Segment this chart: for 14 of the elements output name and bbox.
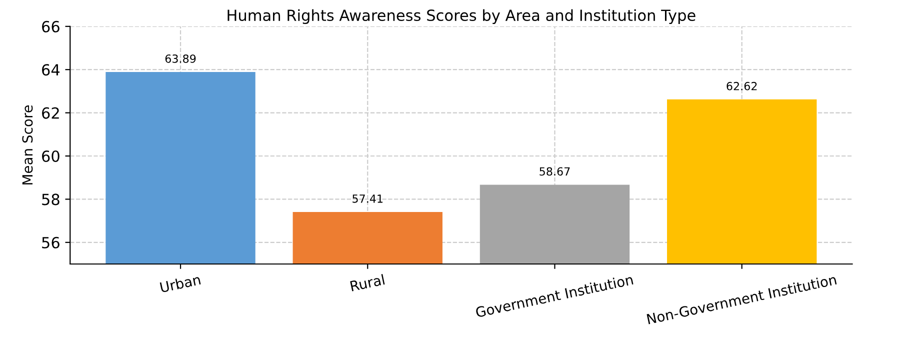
y-tick-label: 62 [42,107,59,119]
y-tick-label: 64 [42,64,60,76]
data-label: 58.67 [540,167,570,176]
y-axis-title: Mean Score [22,105,33,184]
y-tick-label: 56 [42,236,60,248]
y-tick-label: 58 [42,194,60,206]
y-tick-label: 60 [42,150,60,162]
chart-title: Human Rights Awareness Scores by Area and Institution Type [228,9,696,24]
data-label: 63.89 [165,54,196,63]
x-tick-label: Rural [350,274,385,292]
data-label: 57.41 [352,194,383,203]
x-tick-label: Urban [160,274,201,293]
y-tick-label: 66 [42,20,60,32]
data-label: 62.62 [726,82,757,90]
